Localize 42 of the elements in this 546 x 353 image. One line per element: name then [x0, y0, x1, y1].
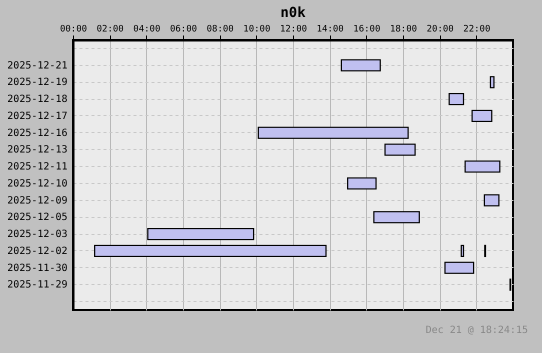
x-tick-label: 22:00	[463, 24, 490, 34]
bar	[258, 126, 409, 139]
bar	[373, 211, 420, 224]
bar	[490, 76, 495, 88]
bar	[444, 262, 474, 274]
bar	[94, 244, 327, 258]
y-tick-label: 2025-11-30	[7, 262, 68, 274]
x-tick-label: 06:00	[170, 24, 198, 34]
x-tick-label: 02:00	[96, 24, 124, 34]
bar	[464, 160, 500, 173]
x-tick-label: 08:00	[206, 24, 234, 34]
y-tick-label: 2025-12-03	[7, 229, 68, 240]
bar	[448, 92, 464, 106]
y-tick-label: 2025-12-09	[7, 195, 68, 206]
bar	[147, 228, 254, 240]
y-tick-label: 2025-12-18	[7, 94, 68, 106]
bar	[347, 177, 377, 190]
y-tick-label: 2025-11-29	[7, 280, 68, 291]
bar	[384, 144, 416, 156]
y-tick-label: 2025-12-19	[7, 77, 68, 88]
text: Dec 21 @ 18:24:15	[426, 325, 528, 336]
x-tick-label: 12:00	[280, 24, 308, 34]
y-tick-label: 2025-12-13	[7, 144, 68, 156]
bar	[472, 110, 492, 122]
y-tick-label: 2025-12-17	[7, 110, 68, 122]
bar	[460, 244, 464, 258]
y-tick-label: 2025-12-02	[7, 246, 68, 257]
bar	[340, 59, 381, 72]
y-tick-label: 2025-12-16	[7, 128, 68, 139]
y-tick-label: 2025-12-11	[7, 162, 68, 173]
x-tick-label: 18:00	[390, 24, 418, 34]
x-tick-label: 00:00	[60, 24, 88, 34]
x-tick-label: 10:00	[243, 24, 270, 34]
y-tick-label: 2025-12-21	[7, 60, 68, 72]
chart-title: n0k	[280, 5, 306, 21]
x-tick-label: 16:00	[353, 24, 380, 34]
y-tick-label: 2025-12-10	[7, 178, 68, 190]
x-tick-label: 14:00	[316, 24, 344, 34]
y-tick-label: 2025-12-05	[7, 212, 68, 224]
x-tick-label: 20:00	[426, 24, 454, 34]
x-tick-label: 04:00	[133, 24, 160, 34]
bar	[484, 194, 500, 206]
